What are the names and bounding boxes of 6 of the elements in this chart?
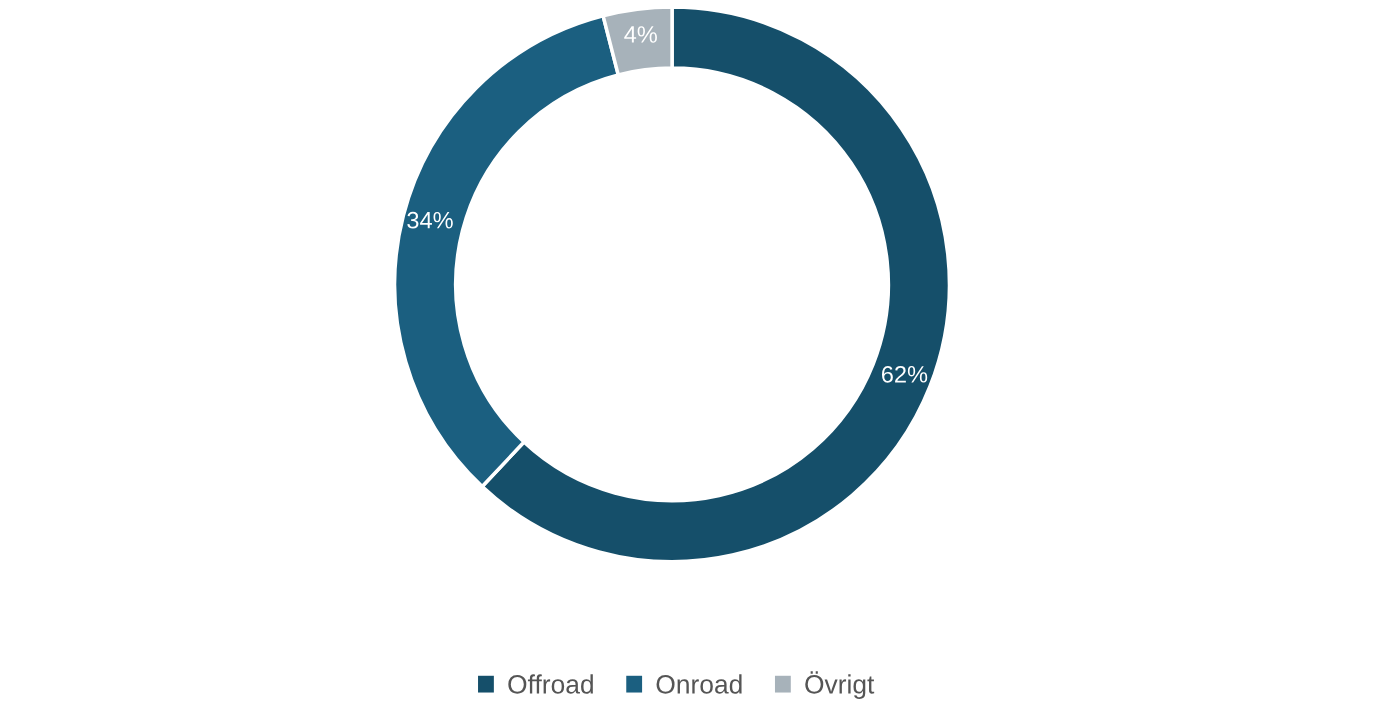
data-label: 34% <box>407 211 453 229</box>
legend-label: Övrigt <box>805 671 875 699</box>
legend-label: Onroad <box>656 674 742 694</box>
data-label: 4% <box>624 26 657 43</box>
legend-label: Offroad <box>508 674 593 694</box>
data-label: 62% <box>881 365 928 383</box>
